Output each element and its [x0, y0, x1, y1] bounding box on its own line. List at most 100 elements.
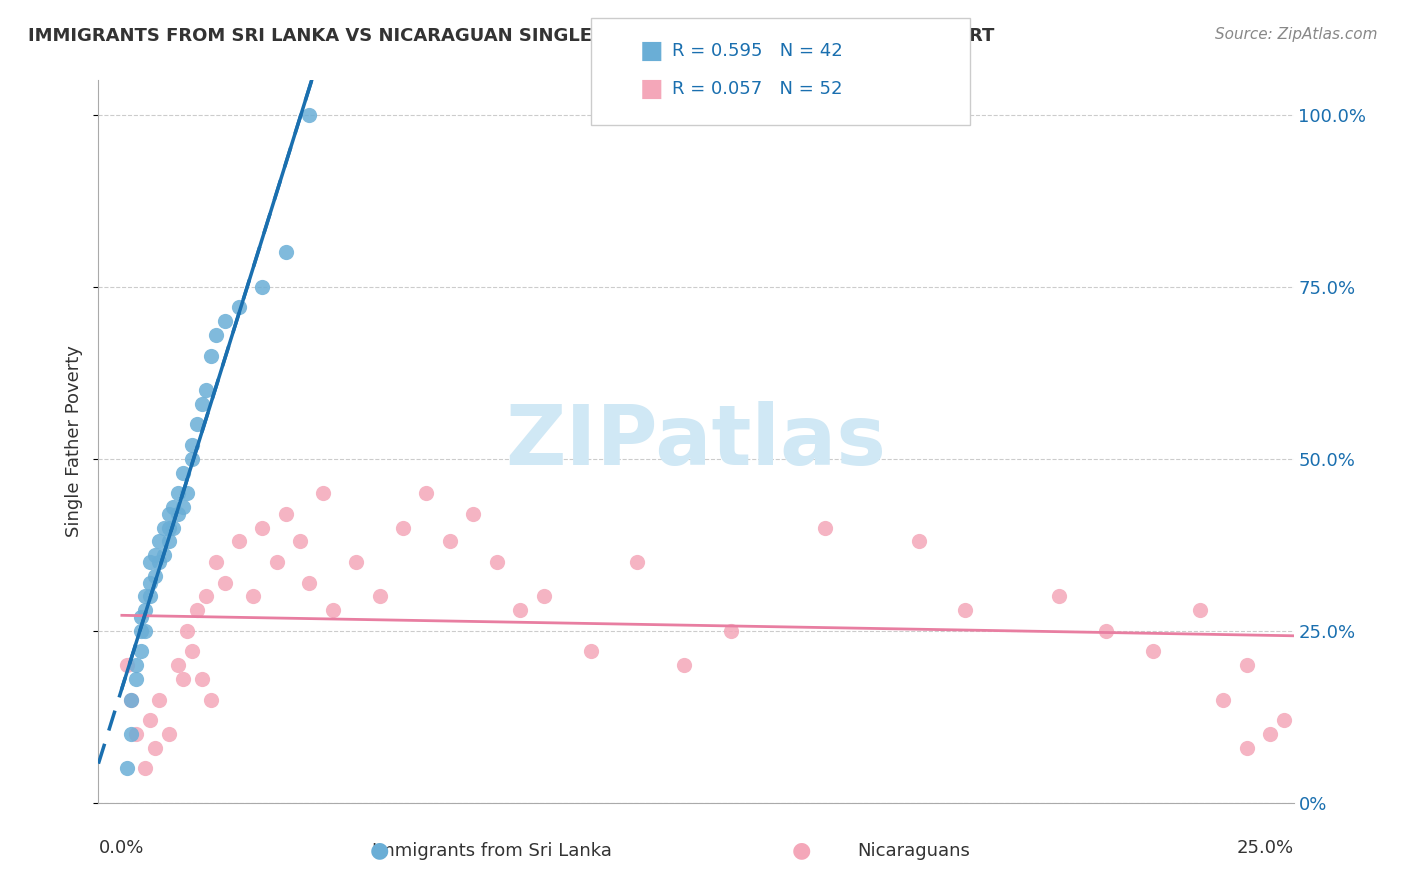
Point	[139, 590, 162, 604]
Point	[139, 555, 162, 569]
Point	[167, 486, 190, 500]
Point	[134, 624, 156, 638]
Point	[190, 672, 212, 686]
Point	[252, 279, 274, 293]
Point	[1236, 658, 1258, 673]
Text: 25.0%: 25.0%	[1236, 839, 1294, 857]
Point	[214, 314, 236, 328]
Text: ■: ■	[640, 78, 664, 101]
Point	[1095, 624, 1118, 638]
Point	[204, 327, 226, 342]
Text: R = 0.057   N = 52: R = 0.057 N = 52	[672, 80, 842, 98]
Point	[1258, 727, 1281, 741]
Point	[129, 610, 152, 624]
Point	[368, 590, 391, 604]
Point	[344, 555, 367, 569]
Point	[814, 520, 837, 534]
Point	[439, 534, 461, 549]
Point	[1272, 713, 1295, 727]
Point	[176, 486, 198, 500]
Point	[153, 548, 176, 562]
Point	[626, 555, 648, 569]
Point	[120, 692, 142, 706]
Point	[162, 520, 184, 534]
Point	[298, 108, 321, 122]
Point	[312, 486, 335, 500]
Point	[463, 507, 485, 521]
Point	[720, 624, 742, 638]
Point	[157, 520, 180, 534]
Point	[485, 555, 508, 569]
Point	[148, 692, 170, 706]
Point	[167, 658, 190, 673]
Point	[143, 548, 166, 562]
Point	[172, 466, 194, 480]
Point	[252, 520, 274, 534]
Point	[274, 507, 297, 521]
Point	[195, 590, 218, 604]
Point	[415, 486, 437, 500]
Point	[129, 644, 152, 658]
Point	[120, 727, 142, 741]
Point	[148, 555, 170, 569]
Text: Nicaraguans: Nicaraguans	[858, 842, 970, 860]
Point	[288, 534, 311, 549]
Point	[115, 658, 138, 673]
Text: 0.0%: 0.0%	[98, 839, 143, 857]
Point	[509, 603, 531, 617]
Point	[172, 672, 194, 686]
Point	[200, 349, 222, 363]
Point	[134, 761, 156, 775]
Point	[1212, 692, 1234, 706]
Point	[115, 761, 138, 775]
Point	[298, 575, 321, 590]
Point	[125, 727, 148, 741]
Point	[204, 555, 226, 569]
Point	[186, 417, 208, 432]
Point	[157, 727, 180, 741]
Point	[139, 713, 162, 727]
Point	[228, 301, 250, 315]
Point	[673, 658, 696, 673]
Point	[228, 534, 250, 549]
Point	[134, 603, 156, 617]
Point	[120, 692, 142, 706]
Point	[579, 644, 602, 658]
Point	[1236, 740, 1258, 755]
Point	[907, 534, 929, 549]
Point	[1047, 590, 1070, 604]
Point	[242, 590, 264, 604]
Text: ●: ●	[792, 840, 811, 860]
Point	[190, 397, 212, 411]
Point	[392, 520, 415, 534]
Point	[162, 500, 184, 514]
Point	[153, 520, 176, 534]
Point	[181, 451, 204, 466]
Text: R = 0.595   N = 42: R = 0.595 N = 42	[672, 42, 842, 60]
Point	[200, 692, 222, 706]
Point	[125, 658, 148, 673]
Text: Immigrants from Sri Lanka: Immigrants from Sri Lanka	[373, 842, 612, 860]
Point	[139, 575, 162, 590]
Point	[274, 245, 297, 260]
Point	[955, 603, 977, 617]
Point	[266, 555, 288, 569]
Point	[129, 624, 152, 638]
Y-axis label: Single Father Poverty: Single Father Poverty	[65, 345, 83, 538]
Point	[125, 672, 148, 686]
Point	[134, 590, 156, 604]
Point	[1142, 644, 1164, 658]
Point	[322, 603, 344, 617]
Point	[157, 507, 180, 521]
Point	[148, 534, 170, 549]
Point	[1188, 603, 1211, 617]
Point	[181, 438, 204, 452]
Text: ZIPatlas: ZIPatlas	[506, 401, 886, 482]
Text: IMMIGRANTS FROM SRI LANKA VS NICARAGUAN SINGLE FATHER POVERTY CORRELATION CHART: IMMIGRANTS FROM SRI LANKA VS NICARAGUAN …	[28, 27, 994, 45]
Text: Source: ZipAtlas.com: Source: ZipAtlas.com	[1215, 27, 1378, 42]
Point	[157, 534, 180, 549]
Text: ■: ■	[640, 39, 664, 62]
Point	[143, 568, 166, 582]
Point	[143, 740, 166, 755]
Point	[195, 383, 218, 397]
